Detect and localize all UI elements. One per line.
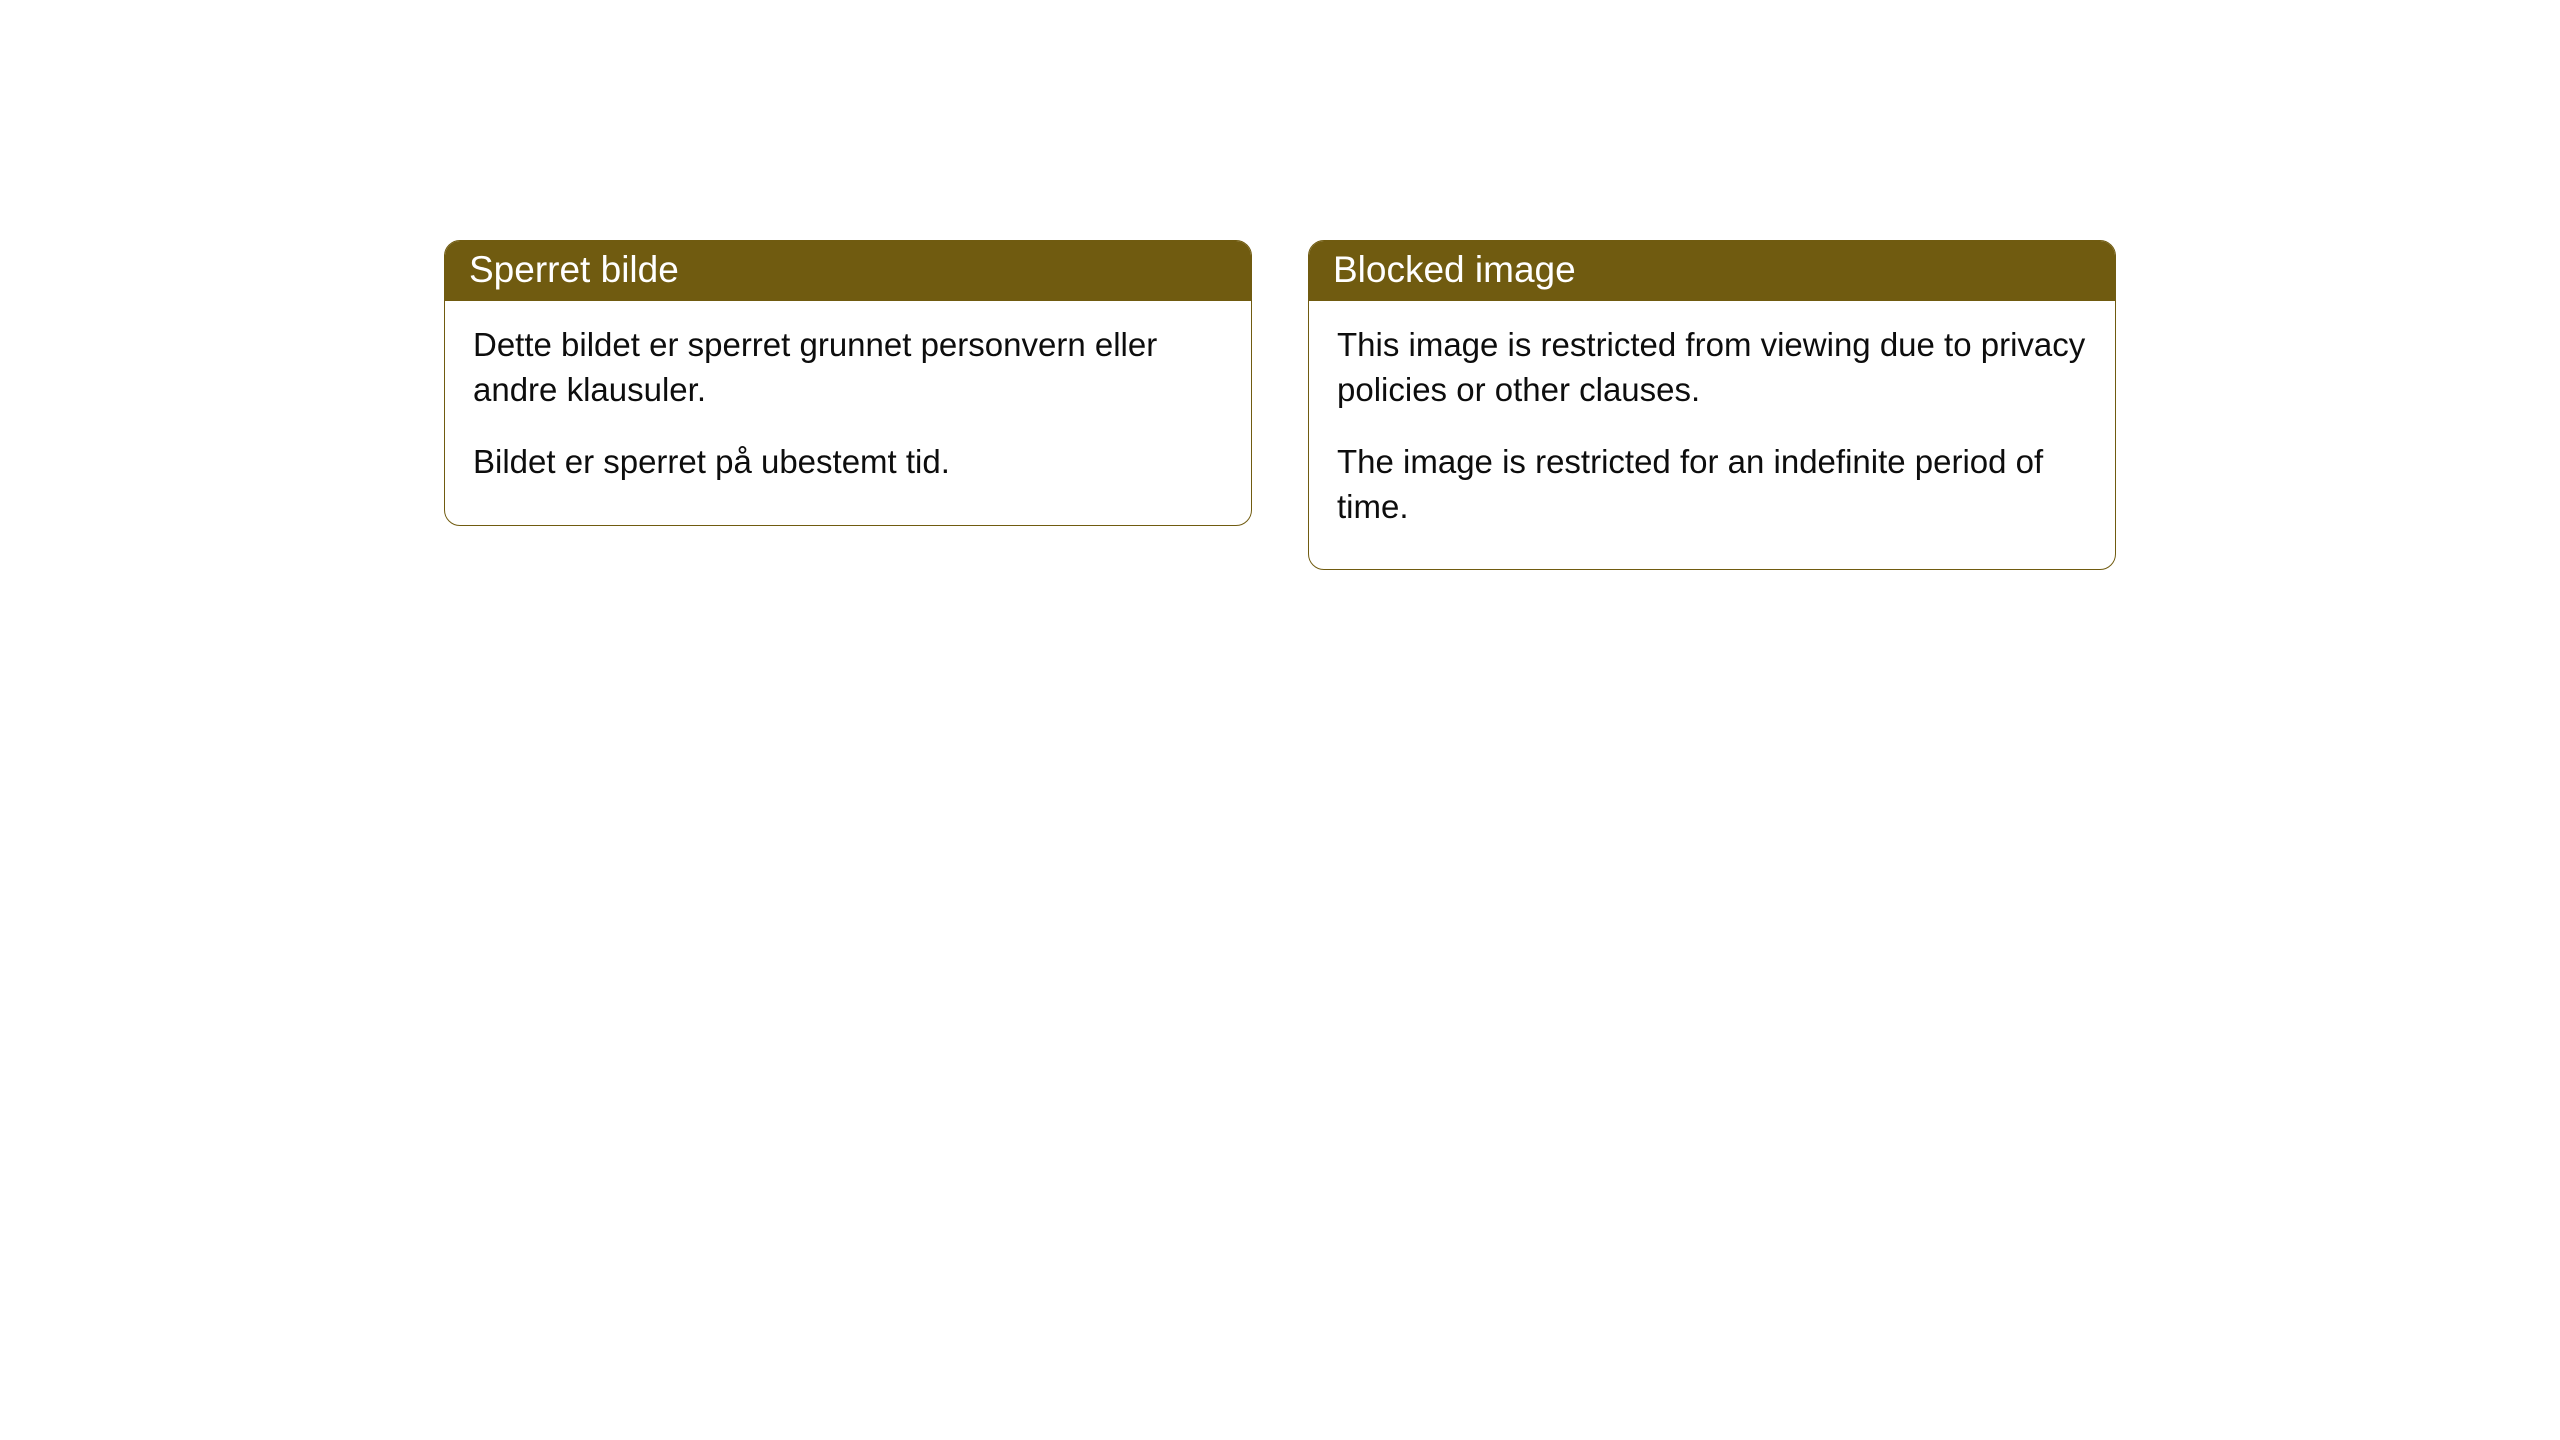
card-paragraph: Dette bildet er sperret grunnet personve… xyxy=(473,323,1223,412)
card-header: Blocked image xyxy=(1309,241,2115,301)
card-title: Sperret bilde xyxy=(469,249,679,290)
blocked-image-card-en: Blocked image This image is restricted f… xyxy=(1308,240,2116,570)
blocked-image-card-no: Sperret bilde Dette bildet er sperret gr… xyxy=(444,240,1252,526)
card-paragraph: Bildet er sperret på ubestemt tid. xyxy=(473,440,1223,485)
card-header: Sperret bilde xyxy=(445,241,1251,301)
card-paragraph: The image is restricted for an indefinit… xyxy=(1337,440,2087,529)
card-body: Dette bildet er sperret grunnet personve… xyxy=(445,301,1251,525)
card-body: This image is restricted from viewing du… xyxy=(1309,301,2115,569)
card-title: Blocked image xyxy=(1333,249,1576,290)
card-paragraph: This image is restricted from viewing du… xyxy=(1337,323,2087,412)
